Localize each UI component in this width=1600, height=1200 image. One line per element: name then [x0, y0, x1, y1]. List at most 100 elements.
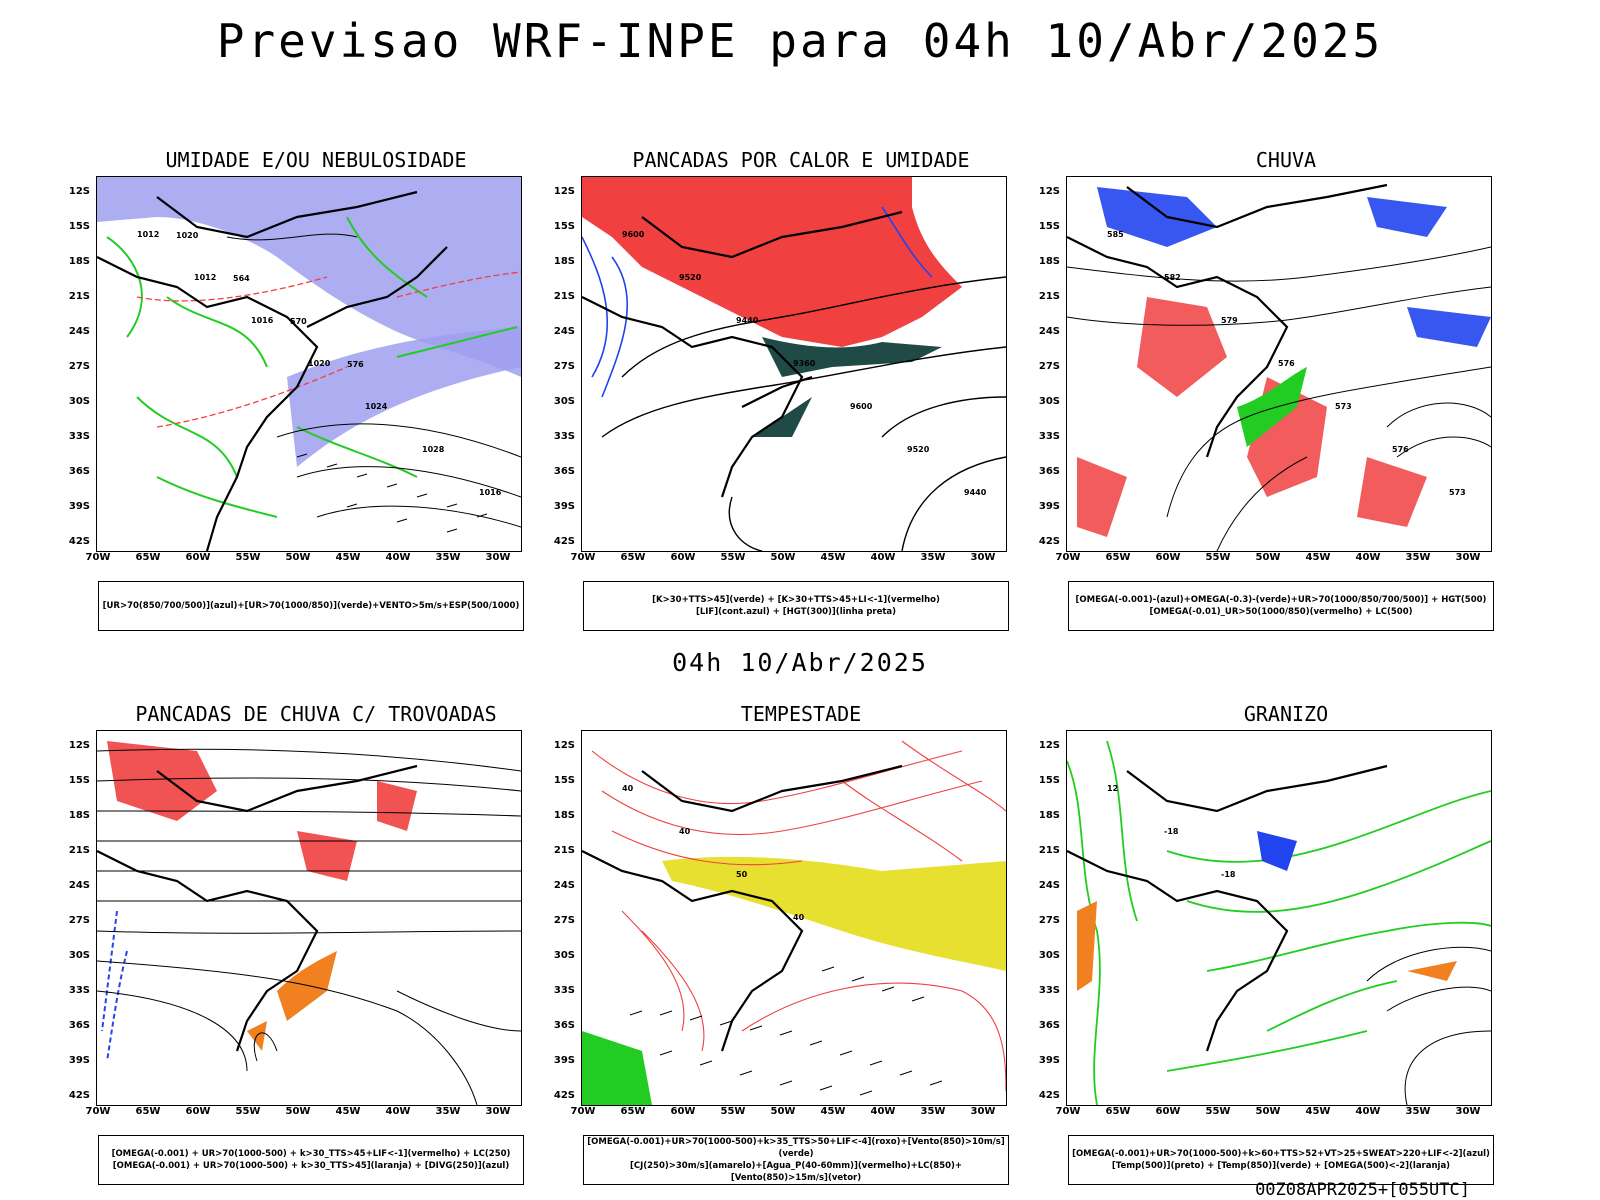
lon-tick-label: 60W: [185, 1106, 211, 1117]
lon-tick-label: 30W: [485, 1106, 511, 1117]
lon-tick-label: 50W: [1255, 552, 1281, 563]
lat-tick-label: 36S: [553, 1020, 575, 1031]
hgt300-black-contours: [601, 276, 1006, 551]
lon-tick-label: 35W: [435, 552, 461, 563]
lat-tick-label: 24S: [553, 880, 575, 891]
lon-tick-label: 50W: [770, 1106, 796, 1117]
panel-title: UMIDADE E/OU NEBULOSIDADE: [165, 148, 467, 172]
lat-tick-label: 36S: [68, 1020, 90, 1031]
lon-tick-label: 60W: [185, 552, 211, 563]
coastline-borders: [582, 764, 903, 1052]
lon-tick-label: 55W: [1205, 1106, 1231, 1117]
temp850-green-contours: [1067, 740, 1491, 1105]
lat-tick-label: 15S: [553, 775, 575, 786]
lat-tick-label: 27S: [68, 915, 90, 926]
thunder-red-patches: [107, 741, 417, 881]
lat-tick-label: 24S: [553, 326, 575, 337]
lat-tick-label: 15S: [68, 775, 90, 786]
map-svg: 9600 9520 9440 9360 9600 9520 9440: [582, 177, 1006, 551]
contour-value-label: 9440: [736, 316, 759, 325]
lat-tick-label: 21S: [553, 291, 575, 302]
lat-tick-label: 27S: [1038, 915, 1060, 926]
lat-tick-label: 36S: [1038, 1020, 1060, 1031]
lon-tick-label: 40W: [1355, 1106, 1381, 1117]
lon-tick-label: 70W: [1055, 1106, 1081, 1117]
lon-tick-label: 30W: [970, 1106, 996, 1117]
lon-tick-label: 45W: [820, 1106, 846, 1117]
lat-tick-label: 12S: [68, 740, 90, 751]
map-area: 40 40 50 40: [581, 730, 1007, 1106]
lat-tick-label: 15S: [1038, 221, 1060, 232]
lat-tick-label: 18S: [553, 810, 575, 821]
panel-title: PANCADAS POR CALOR E UMIDADE: [632, 148, 970, 172]
lon-tick-label: 40W: [385, 1106, 411, 1117]
contour-value-label: 1016: [251, 316, 274, 325]
lat-tick-label: 27S: [553, 361, 575, 372]
lat-tick-label: 30S: [553, 396, 575, 407]
wind-vectors: [629, 966, 943, 1096]
pressure-isobars: [226, 233, 521, 528]
contour-value-label: 576: [1392, 445, 1409, 454]
lon-tick-label: 60W: [670, 552, 696, 563]
contour-value-label: 12: [1107, 784, 1118, 793]
contour-value-label: 570: [290, 317, 307, 326]
legend-line-1: [UR>70(850/700/500)](azul)+[UR>70(1000/8…: [102, 601, 520, 611]
lat-tick-label: 21S: [68, 291, 90, 302]
lat-tick-label: 12S: [1038, 186, 1060, 197]
map-svg: 1012 1012 1016 1020 1024 1028 1016 1020 564 570 57…: [97, 177, 521, 551]
lon-tick-label: 55W: [235, 552, 261, 563]
contour-value-label: -18: [1221, 870, 1236, 879]
coastline-borders: [97, 190, 448, 551]
lon-tick-label: 30W: [1455, 552, 1481, 563]
panel-legend: [OMEGA(-0.001)-(azul)+OMEGA(-0.3)-(verde…: [1068, 581, 1494, 631]
wind850-green-fill: [582, 1031, 652, 1105]
lon-tick-label: 65W: [135, 552, 161, 563]
lon-tick-label: 70W: [85, 552, 111, 563]
map-area: 585 582 579 576 573 576 573: [1066, 176, 1492, 552]
lat-tick-label: 42S: [1038, 536, 1060, 547]
panel-title: GRANIZO: [1243, 702, 1329, 726]
lat-tick-label: 21S: [68, 845, 90, 856]
map-area: 1012 1012 1016 1020 1024 1028 1016 1020 564 570 57…: [96, 176, 522, 552]
lon-tick-label: 35W: [920, 1106, 946, 1117]
instability-red-fill: [582, 177, 962, 347]
lat-tick-label: 30S: [553, 950, 575, 961]
lat-tick-label: 18S: [553, 256, 575, 267]
lat-tick-label: 36S: [553, 466, 575, 477]
hail-blue-patches: [1257, 831, 1297, 871]
lat-tick-label: 42S: [553, 536, 575, 547]
contour-value-label: 9440: [964, 488, 987, 497]
contour-value-label: 1020: [176, 231, 199, 240]
lat-tick-label: 30S: [1038, 950, 1060, 961]
legend-line-2: [OMEGA(-0.001) + UR>70(1000-500) + k>30_…: [112, 1161, 510, 1171]
lon-tick-label: 55W: [1205, 552, 1231, 563]
lat-tick-label: 33S: [553, 431, 575, 442]
contour-value-label: 1012: [194, 273, 216, 282]
coastline-borders: [1067, 764, 1388, 1052]
lat-tick-label: 33S: [68, 985, 90, 996]
lon-tick-label: 40W: [385, 552, 411, 563]
lat-tick-label: 18S: [68, 256, 90, 267]
lat-tick-label: 21S: [553, 845, 575, 856]
legend-line-1: [OMEGA(-0.001) + UR>70(1000-500) + k>30_…: [111, 1149, 511, 1159]
lon-tick-label: 50W: [285, 552, 311, 563]
lat-tick-label: 39S: [553, 1055, 575, 1066]
lat-tick-label: 12S: [68, 186, 90, 197]
lat-tick-label: 27S: [553, 915, 575, 926]
temp500-black-contours: [1366, 946, 1491, 1105]
wind-vectors: [296, 453, 488, 533]
precipitable-water-red-contours: [591, 740, 1006, 1092]
lat-tick-label: 42S: [68, 1090, 90, 1101]
panel-title: CHUVA: [1255, 148, 1317, 172]
lat-tick-label: 42S: [1038, 1090, 1060, 1101]
panel-title: PANCADAS DE CHUVA C/ TROVOADAS: [135, 702, 497, 726]
lat-tick-label: 39S: [1038, 1055, 1060, 1066]
lon-tick-label: 70W: [570, 1106, 596, 1117]
legend-line-1: [OMEGA(-0.001)+UR>70(1000-500)+k>35_TTS>…: [587, 1137, 1005, 1159]
lat-tick-label: 30S: [1038, 396, 1060, 407]
lon-tick-label: 45W: [1305, 1106, 1331, 1117]
panel-legend: [OMEGA(-0.001) + UR>70(1000-500) + k>30_…: [98, 1135, 524, 1185]
humidity-low-level-contours: [106, 216, 518, 518]
legend-line-1: [K>30+TTS>45](verde) + [K>30+TTS>45+LI<-…: [652, 595, 940, 605]
lat-tick-label: 24S: [1038, 880, 1060, 891]
